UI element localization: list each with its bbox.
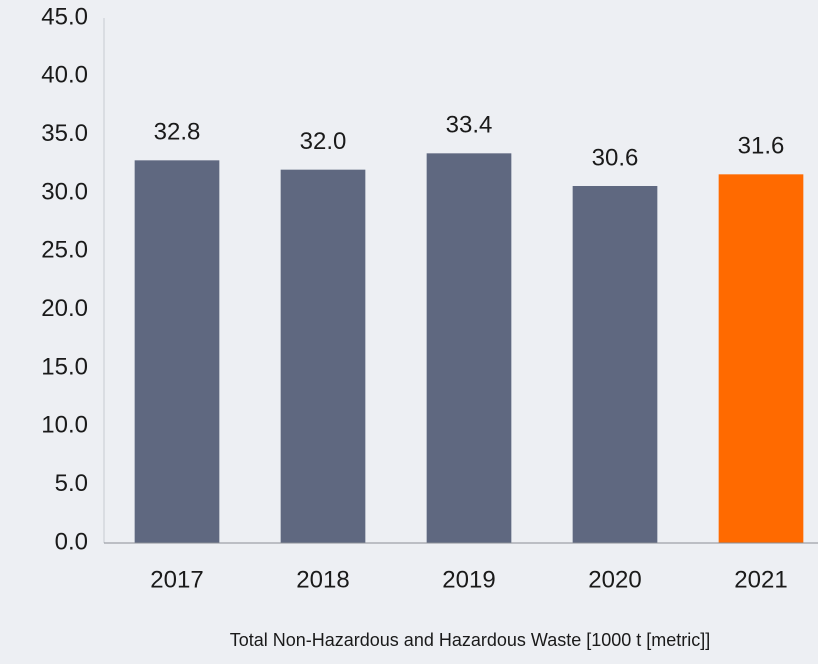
bar [134,160,220,544]
y-tick-label: 5.0 [55,470,88,497]
y-tick-label: 40.0 [41,62,88,89]
y-tick-label: 25.0 [41,237,88,264]
y-tick-label: 45.0 [41,3,88,30]
y-tick-label: 15.0 [41,353,88,380]
bar [718,174,804,544]
y-tick-label: 10.0 [41,412,88,439]
data-label: 32.0 [300,128,347,155]
x-tick-label: 2018 [296,566,349,593]
y-tick-label: 20.0 [41,295,88,322]
y-tick-label: 30.0 [41,178,88,205]
data-label: 32.8 [154,119,201,146]
bar [572,186,658,543]
x-tick-label: 2021 [734,566,787,593]
bar [426,153,512,544]
bar [280,169,366,543]
y-tick-label: 0.0 [55,528,88,555]
x-tick-label: 2020 [588,566,641,593]
data-label: 31.6 [738,133,785,160]
data-label: 30.6 [592,144,639,171]
x-tick-label: 2019 [442,566,495,593]
data-label: 33.4 [446,112,493,139]
y-tick-label: 35.0 [41,120,88,147]
x-axis-title: Total Non-Hazardous and Hazardous Waste … [230,630,711,650]
x-tick-label: 2017 [150,566,203,593]
